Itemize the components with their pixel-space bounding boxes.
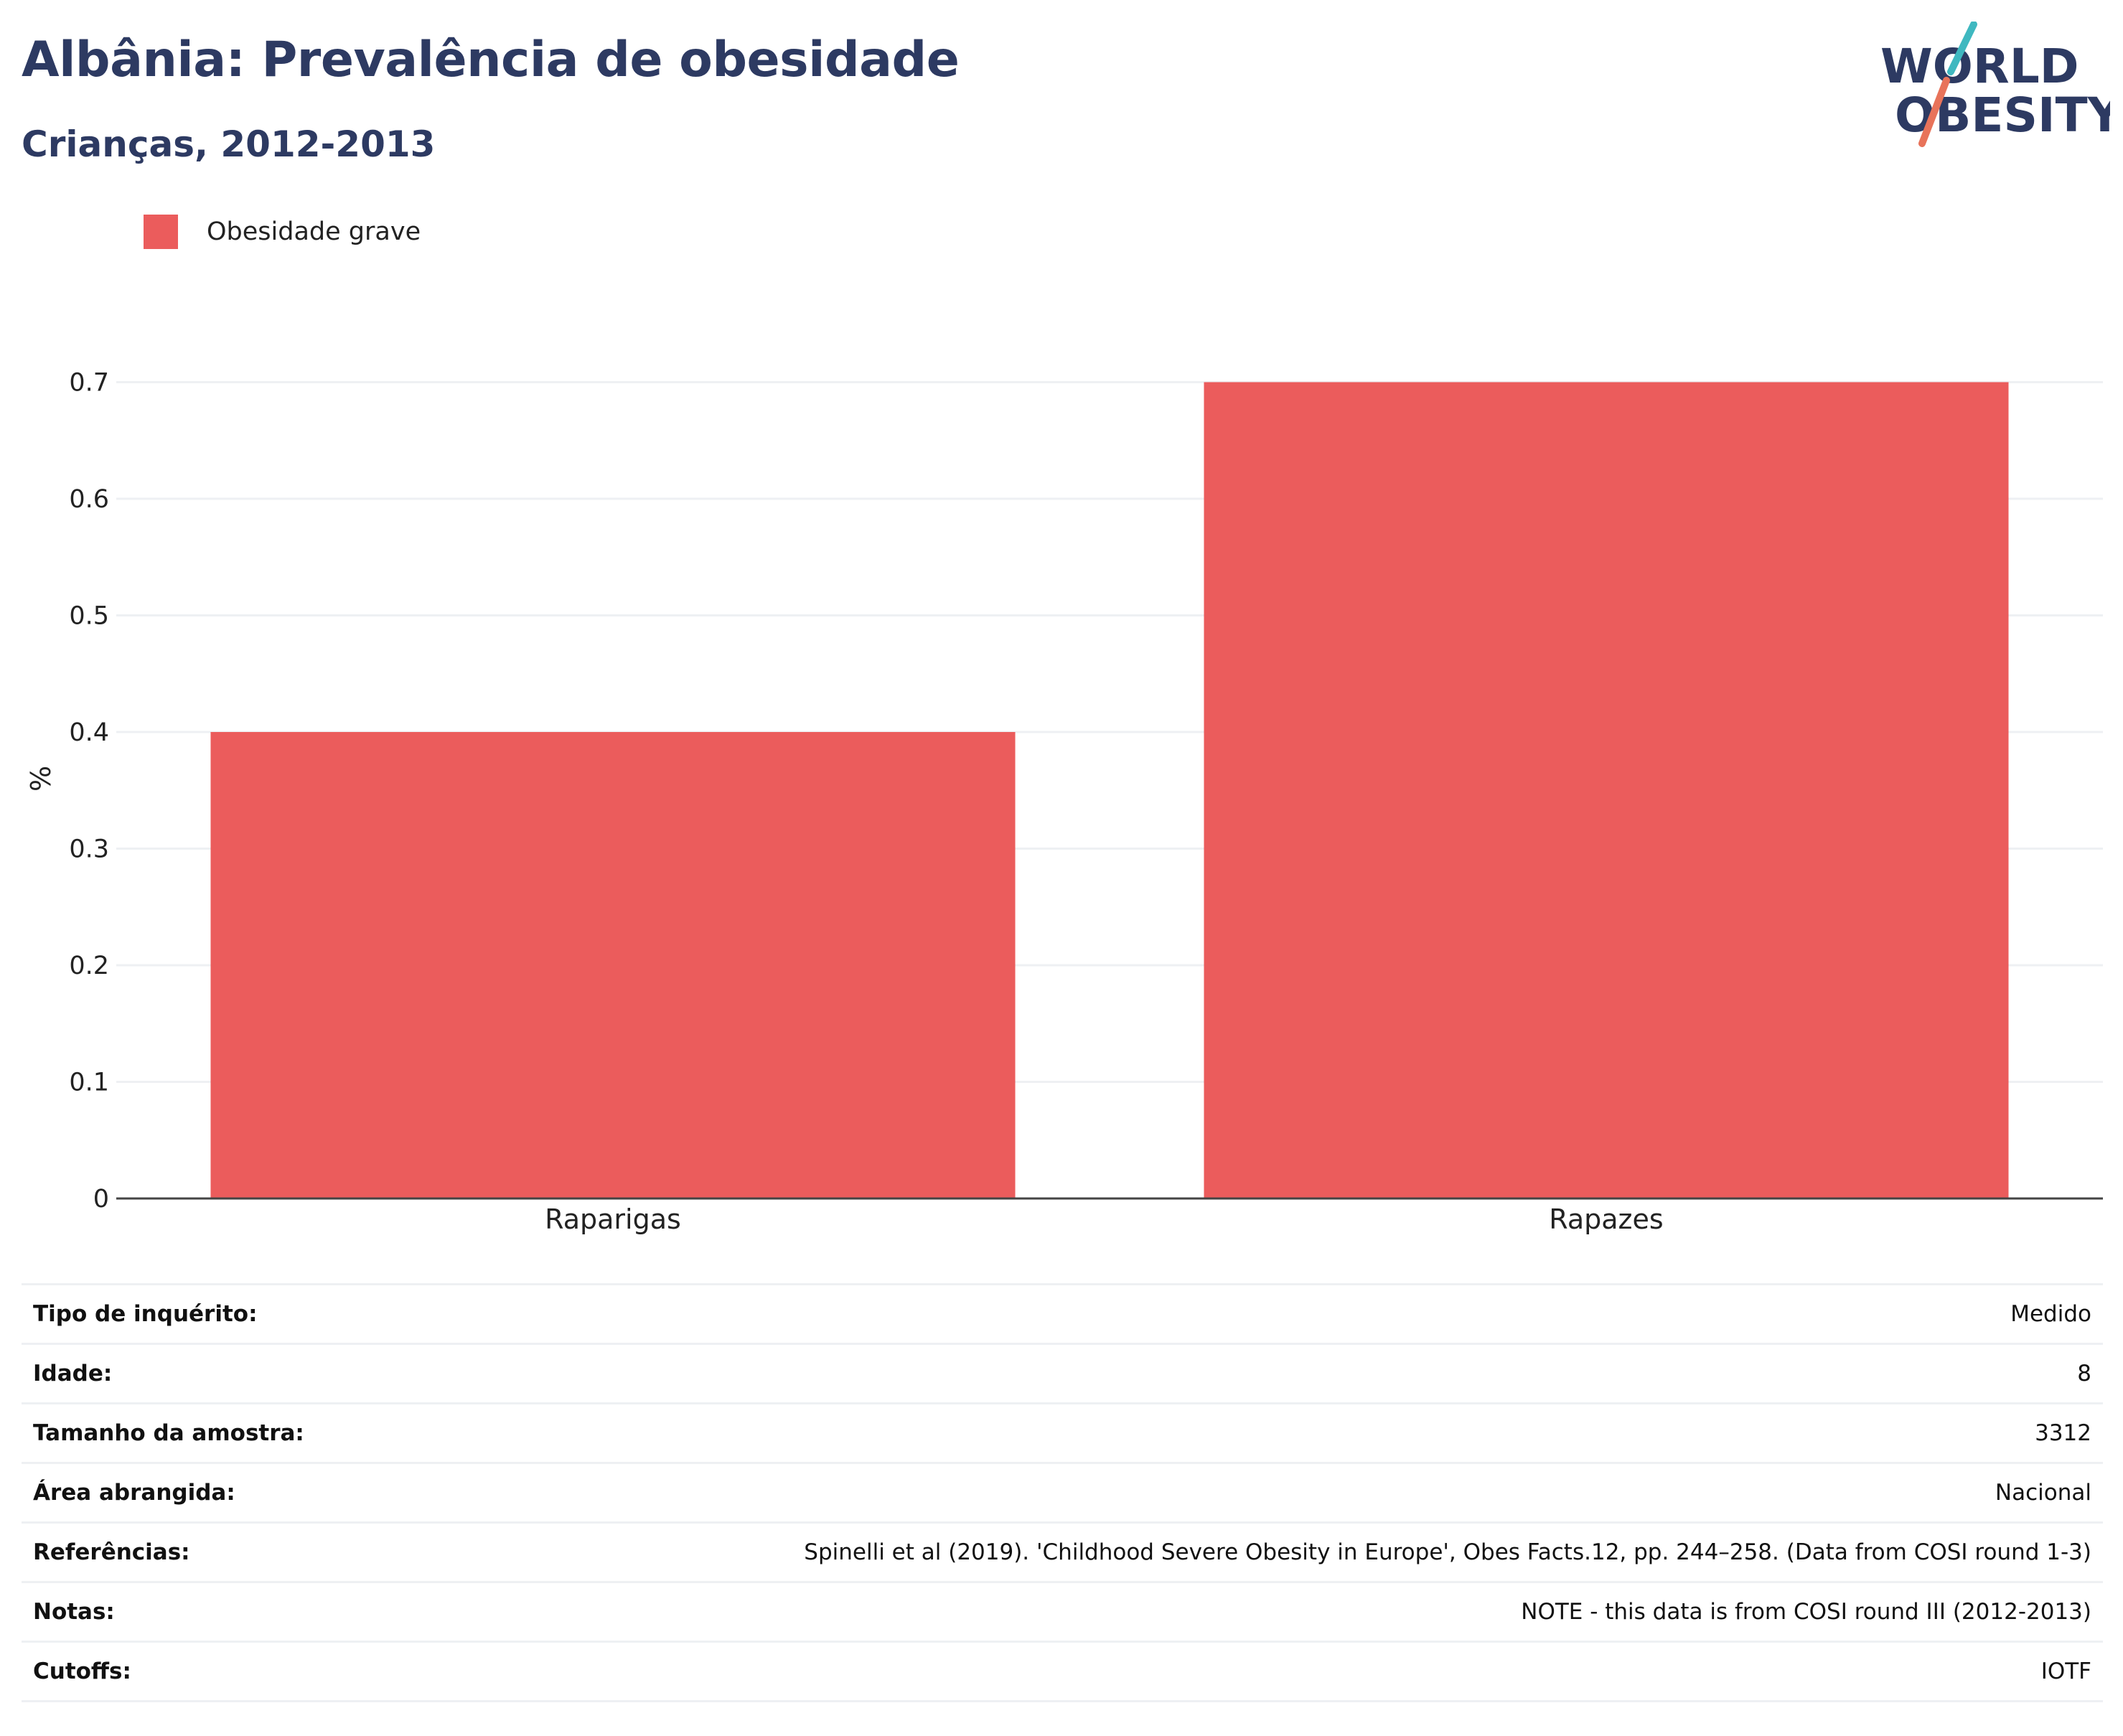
bar-chart: 0 0.1 0.2 0.3 0.4 0.5 0.6 0.7% Raparigas Rapazes: [25, 369, 2103, 1235]
logo-line-1: WORLD: [1880, 39, 2079, 94]
y-tick-label: 0: [93, 1185, 109, 1214]
y-tick-label: 0.7: [69, 369, 109, 398]
y-axis-label: %: [25, 766, 57, 792]
info-row-age: Idade: 8: [22, 1345, 2103, 1404]
x-tick-label: Raparigas: [545, 1204, 681, 1235]
info-row-notes: Notas: NOTE - this data is from COSI rou…: [22, 1583, 2103, 1643]
info-value: 8: [2077, 1361, 2091, 1387]
info-value: 3312: [2035, 1420, 2091, 1446]
info-value: IOTF: [2040, 1658, 2091, 1684]
info-table: Tipo de inquérito: Medido Idade: 8 Taman…: [22, 1283, 2103, 1702]
bar-rapazes[interactable]: [1204, 382, 2009, 1199]
y-tick-label: 0.1: [69, 1069, 109, 1097]
info-key: Idade:: [33, 1361, 113, 1387]
x-tick-label: Rapazes: [1549, 1204, 1663, 1235]
chart-legend[interactable]: Obesidade grave: [144, 214, 421, 250]
legend-swatch: [144, 215, 178, 249]
info-key: Referências:: [33, 1539, 190, 1565]
info-value: Nacional: [1995, 1480, 2091, 1506]
info-key: Notas:: [33, 1599, 115, 1625]
legend-label: Obesidade grave: [207, 217, 421, 246]
y-tick-label: 0.3: [69, 835, 109, 864]
info-row-cutoffs: Cutoffs: IOTF: [22, 1643, 2103, 1702]
chart-subtitle: Crianças, 2012-2013: [22, 123, 436, 165]
info-row-sample-size: Tamanho da amostra: 3312: [22, 1404, 2103, 1464]
info-value: NOTE - this data is from COSI round III …: [1521, 1599, 2091, 1625]
info-key: Tipo de inquérito:: [33, 1301, 258, 1327]
info-row-area: Área abrangida: Nacional: [22, 1464, 2103, 1524]
y-tick-label: 0.6: [69, 485, 109, 514]
info-value: Medido: [2010, 1301, 2091, 1327]
info-value: Spinelli et al (2019). 'Childhood Severe…: [804, 1539, 2091, 1565]
info-key: Tamanho da amostra:: [33, 1420, 304, 1446]
logo-slash-teal: [1947, 22, 1977, 75]
chart-title: Albânia: Prevalência de obesidade: [22, 32, 960, 88]
y-tick-label: 0.5: [69, 602, 109, 631]
bar-raparigas[interactable]: [210, 732, 1016, 1198]
y-tick-label: 0.2: [69, 952, 109, 980]
info-key: Área abrangida:: [33, 1480, 235, 1506]
world-obesity-logo: WORLD OBESITY: [1880, 22, 2110, 147]
logo-slash-coral: [1918, 77, 1950, 147]
info-key: Cutoffs:: [33, 1658, 131, 1684]
y-tick-label: 0.4: [69, 718, 109, 747]
info-row-references: Referências: Spinelli et al (2019). 'Chi…: [22, 1524, 2103, 1583]
info-row-survey-type: Tipo de inquérito: Medido: [22, 1285, 2103, 1345]
